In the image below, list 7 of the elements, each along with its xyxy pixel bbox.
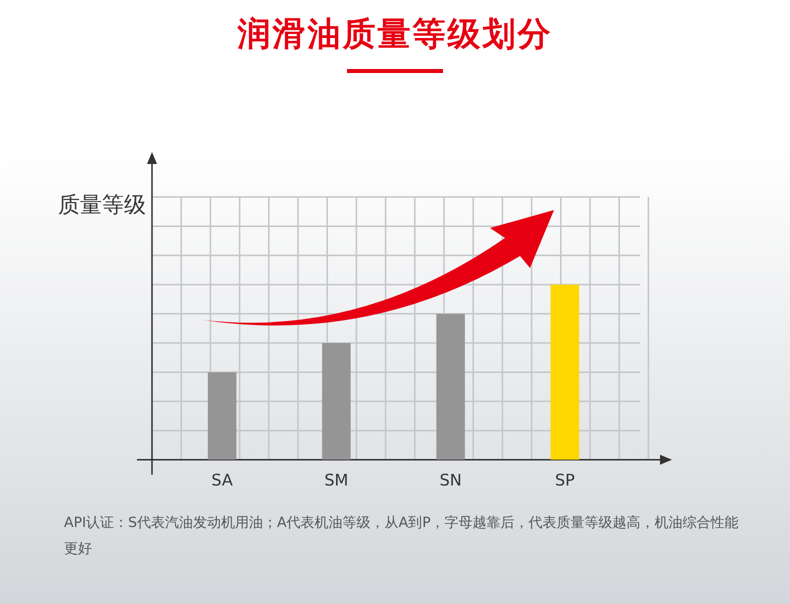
x-tick-label: SA <box>211 470 233 490</box>
x-tick-label: SM <box>324 470 348 490</box>
x-tick-label: SP <box>554 470 576 490</box>
y-axis-title: 质量等级 <box>58 192 146 220</box>
x-tick-label: SN <box>440 470 462 490</box>
chart-title: 润滑油质量等级划分 <box>236 13 554 55</box>
text: API认证：S代表汽油发动机用油；A代表机油等级，从A到P，字母越靠后，代表质量等级越高，机油综合性能更好 <box>64 514 740 559</box>
